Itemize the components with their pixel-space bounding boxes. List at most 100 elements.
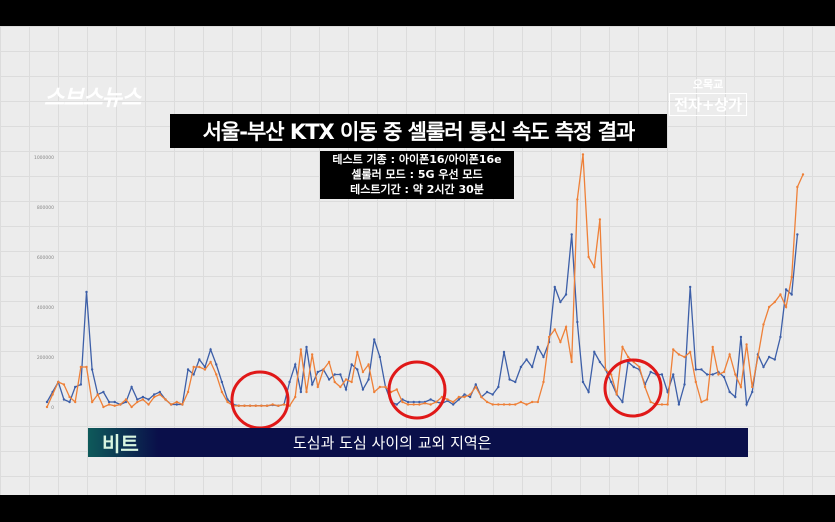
data-point-orange (102, 405, 105, 409)
cellular-mode: 셀룰러 모드 : 5G 우선 모드 (351, 168, 483, 181)
y-tick-label: 200000 (37, 355, 54, 361)
data-point-orange (705, 398, 709, 401)
data-point-blue (361, 388, 365, 391)
data-point-orange (587, 255, 590, 259)
data-point-orange (683, 355, 686, 359)
data-point-orange (310, 353, 314, 356)
data-point-orange (542, 380, 545, 384)
data-point-blue (74, 385, 77, 389)
data-point-blue (395, 403, 398, 406)
data-point-orange (254, 404, 257, 407)
data-point-blue (209, 348, 212, 351)
data-point-blue (514, 380, 517, 384)
data-point-orange (598, 218, 602, 221)
data-point-orange (198, 365, 201, 369)
series-line-blue (46, 234, 799, 408)
data-point-blue (773, 358, 776, 361)
data-point-orange (570, 360, 573, 364)
data-point-blue (660, 373, 664, 376)
data-point-orange (525, 403, 528, 406)
data-point-blue (350, 363, 353, 366)
data-point-orange (265, 404, 269, 407)
data-point-orange (96, 393, 99, 396)
data-point-orange (158, 393, 162, 396)
data-point-orange (604, 368, 607, 371)
data-point-orange (423, 402, 427, 405)
data-point-blue (491, 393, 494, 396)
data-point-blue (559, 300, 562, 304)
data-point-blue (316, 370, 320, 374)
data-point-blue (45, 400, 49, 404)
data-point-blue (457, 398, 461, 401)
data-point-orange (412, 403, 415, 406)
data-point-blue (452, 403, 455, 406)
data-point-orange (130, 405, 133, 409)
data-point-blue (373, 338, 376, 341)
data-point-blue (130, 385, 133, 389)
data-point-orange (136, 400, 139, 404)
data-point-blue (192, 373, 195, 376)
data-point-blue (649, 370, 652, 374)
data-point-orange (626, 355, 630, 359)
data-point-orange (581, 153, 585, 156)
data-point-blue (367, 378, 370, 381)
subtitle-caption: 비트 도심과 도심 사이의 교외 지역은 (88, 428, 748, 457)
data-point-orange (62, 383, 66, 386)
brand-line1: 오목교 (692, 78, 724, 91)
data-point-blue (186, 368, 190, 371)
test-duration: 테스트기간 : 약 2시간 30분 (350, 183, 484, 196)
data-point-blue (587, 390, 590, 394)
data-point-blue (734, 395, 737, 399)
data-point-blue (333, 373, 336, 376)
data-point-orange (79, 365, 83, 369)
data-point-orange (57, 380, 60, 384)
data-point-orange (773, 300, 776, 304)
caption-tag: 비트 (88, 428, 158, 457)
data-point-orange (767, 305, 771, 309)
data-point-orange (615, 393, 619, 396)
data-point-orange (564, 325, 568, 329)
data-point-blue (305, 345, 308, 349)
data-point-orange (485, 400, 489, 404)
data-point-orange (418, 403, 421, 406)
data-point-orange (68, 395, 71, 399)
y-tick-label: 1000000 (34, 155, 54, 161)
data-point-orange (429, 403, 432, 406)
data-point-orange (327, 360, 331, 364)
data-point-blue (519, 365, 523, 369)
data-point-orange (350, 380, 353, 384)
data-point-orange (547, 335, 551, 339)
data-point-blue (147, 398, 150, 401)
data-point-blue (90, 368, 94, 371)
y-tick-label: 400000 (37, 305, 54, 311)
data-point-blue (570, 233, 573, 236)
data-point-blue (784, 288, 788, 291)
data-point-orange (519, 400, 523, 404)
data-point-orange (502, 403, 506, 406)
data-point-orange (677, 353, 681, 356)
data-point-orange (203, 368, 207, 371)
data-point-orange (468, 393, 472, 396)
data-point-orange (305, 390, 308, 394)
data-point-orange (51, 393, 54, 396)
data-point-blue (767, 355, 771, 359)
data-point-blue (344, 388, 348, 391)
data-point-blue (672, 373, 675, 376)
data-point-blue (553, 285, 556, 289)
data-point-orange (401, 400, 404, 404)
data-point-blue (175, 403, 178, 406)
data-point-blue (62, 398, 66, 401)
data-point-orange (124, 398, 128, 401)
data-point-blue (468, 395, 472, 399)
data-point-blue (474, 383, 477, 386)
data-point-orange (277, 404, 280, 407)
data-point-orange (367, 363, 370, 366)
data-point-orange (694, 380, 698, 384)
data-point-orange (497, 403, 500, 406)
data-point-blue (327, 378, 331, 381)
data-point-blue (536, 345, 540, 349)
data-point-orange (728, 353, 731, 356)
data-point-blue (310, 383, 314, 386)
data-point-orange (395, 388, 398, 391)
brand-logo: 오목교 전자+상가 (669, 76, 747, 116)
